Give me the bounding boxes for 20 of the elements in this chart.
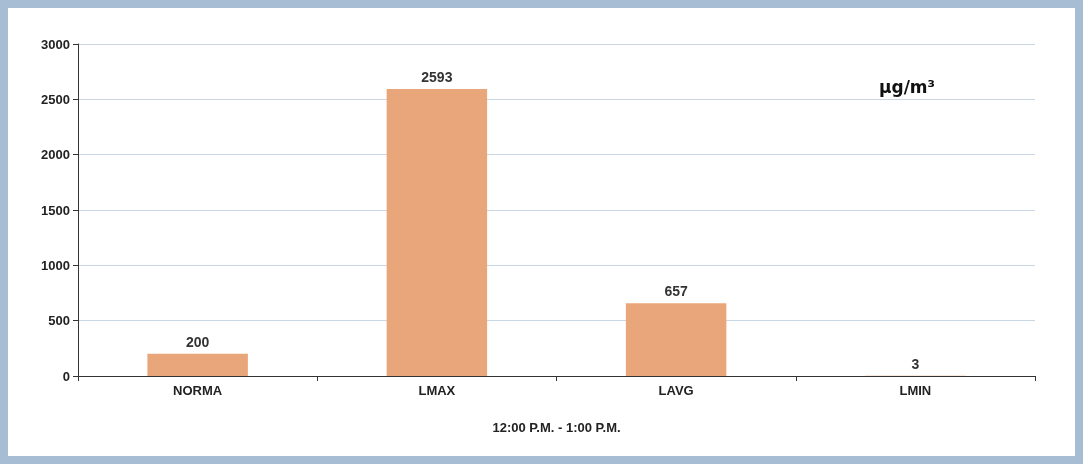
- y-tick-label: 1500: [41, 202, 70, 218]
- bar: [386, 89, 488, 376]
- y-tick-label: 2500: [41, 91, 70, 107]
- x-tick-label: LMIN: [899, 383, 932, 398]
- annotation: µg/m³: [878, 76, 935, 97]
- x-tick-label: LMAX: [418, 383, 456, 398]
- y-tick-label: 0: [62, 368, 70, 384]
- y-tick-label: 2000: [41, 147, 70, 163]
- x-axis-title: 12:00 P.M. - 1:00 P.M.: [492, 420, 621, 435]
- y-tick-label: 3000: [41, 36, 70, 52]
- y-tick-label: 1000: [41, 257, 70, 273]
- bar: [147, 353, 248, 376]
- data-label: 3: [911, 355, 920, 372]
- y-tick-label: 500: [48, 313, 70, 329]
- data-label: 657: [664, 283, 689, 300]
- x-tick-label: NORMA: [173, 383, 223, 398]
- data-label: 2593: [421, 69, 453, 86]
- data-label: 200: [185, 333, 210, 350]
- bar: [625, 303, 727, 376]
- x-tick-label: LAVG: [658, 383, 694, 398]
